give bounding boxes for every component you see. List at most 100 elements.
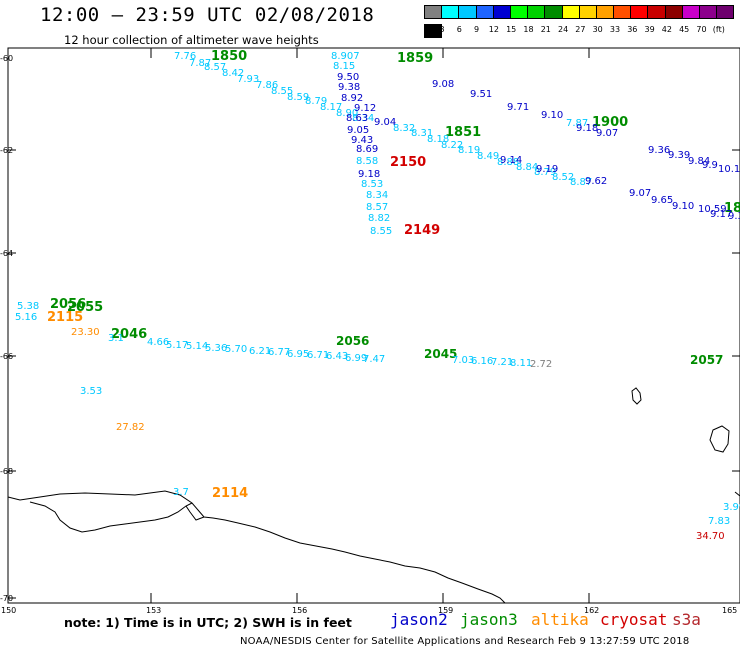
color-scale-ticks: 3 6 9 12 15 18 21 24 27 30 33 36 39 42 45 70 (ft) [424, 25, 740, 39]
wave-height-label: 9.36 [648, 145, 671, 156]
time-label: 2055 [67, 300, 104, 315]
wave-height-label: 7.83 [708, 516, 731, 527]
wave-height-label: 8.55 [271, 86, 294, 97]
wave-height-label: 8.87 [570, 177, 593, 188]
wave-height-label: 9.18 [576, 123, 599, 134]
map-title: 12:00 – 23:59 UTC 02/08/2018 [40, 4, 375, 26]
time-label: 1850 [211, 49, 248, 64]
scale-tick-label: 42 [661, 25, 672, 34]
wave-height-label: 5.70 [225, 344, 248, 355]
wave-height-label: 3.1 [108, 333, 124, 344]
legend-cryosat: cryosat [600, 610, 668, 629]
wave-height-label: 8.52 [552, 172, 575, 183]
wave-height-label: 9.50 [337, 72, 360, 83]
wave-height-label: 8.69 [356, 144, 379, 155]
wave-height-label: 8.53 [361, 179, 384, 190]
wave-height-label: 9.9 [702, 160, 718, 171]
wave-height-label: 8.84 [516, 162, 539, 173]
wave-height-label: 6.99 [345, 353, 368, 364]
scale-tick-label: 18 [523, 25, 534, 34]
scale-tick-label: 3 [439, 25, 445, 34]
wave-height-label: 8.18 [427, 134, 450, 145]
wave-height-label: 8.79 [305, 96, 328, 107]
wave-height-label: 6.16 [471, 356, 494, 367]
wave-height-label: 9.12 [354, 103, 377, 114]
footer-credit: NOAA/NESDIS Center for Satellite Applica… [240, 636, 690, 647]
antarctic-coast [7, 490, 506, 604]
note-text: note: 1) Time is in UTC; 2) SWH is in fe… [64, 615, 352, 630]
lon-label: 165 [722, 606, 738, 615]
wave-height-label: 8.31 [411, 128, 434, 139]
coast-bay [185, 505, 205, 521]
wave-height-label: 6.43 [326, 351, 349, 362]
wave-height-label: 6.21 [249, 346, 272, 357]
lat-label: -66 [0, 352, 14, 361]
legend-s3a: s3a [672, 610, 701, 629]
wave-height-label: 7.93 [237, 74, 260, 85]
scale-tick-label: 9 [474, 25, 480, 34]
scale-swatch [716, 5, 735, 19]
wave-height-label: 27.82 [116, 422, 145, 433]
wave-height-label: 8.11 [510, 358, 533, 369]
wave-height-label: 5.38 [17, 301, 40, 312]
wave-height-label: 8.55 [370, 226, 393, 237]
wave-height-label: 8.57 [204, 62, 227, 73]
wave-height-label: 5.14 [186, 341, 209, 352]
scale-tick-label: 15 [506, 25, 517, 34]
coast-east [734, 491, 740, 497]
wave-height-label: 34.70 [696, 531, 725, 542]
scale-tick-label: 12 [488, 25, 499, 34]
wave-height-label: 3.53 [80, 386, 103, 397]
wave-height-label: 8.34 [366, 190, 389, 201]
wave-height-label: 8.63 [346, 113, 369, 124]
wave-height-label: 8.49 [477, 151, 500, 162]
wave-height-label: 8.59 [287, 92, 310, 103]
wave-height-label: 9.65 [651, 195, 674, 206]
wave-height-label: 7.76 [174, 51, 197, 62]
wave-height-label: 5.16 [15, 312, 38, 323]
wave-height-label: 6.95 [287, 349, 310, 360]
time-label: 18 [724, 201, 740, 216]
scale-swatch [424, 24, 443, 38]
wave-height-label: 9.39 [668, 150, 691, 161]
wave-height-label: 8.34 [352, 113, 375, 124]
wave-height-label: 7.86 [256, 80, 279, 91]
wave-height-label: 7.21 [491, 357, 514, 368]
island-1 [631, 387, 642, 405]
wave-height-label: 9.07 [596, 128, 619, 139]
wave-height-label: 10.59 [698, 204, 727, 215]
time-label: 2045 [424, 347, 458, 361]
scale-tick-label: 39 [644, 25, 655, 34]
wave-height-label: 6.77 [268, 347, 291, 358]
lat-grid [8, 48, 740, 603]
time-label: 2056 [50, 297, 87, 312]
wave-height-label: 8.57 [366, 202, 389, 213]
scale-tick-label: 24 [558, 25, 569, 34]
scale-tick-label: 36 [627, 25, 638, 34]
wave-height-label: 3.99 [723, 502, 740, 513]
time-label: 2114 [212, 486, 249, 501]
color-scale-bar [424, 5, 740, 43]
scale-tick-label: 70 [696, 25, 707, 34]
lon-label: 159 [438, 606, 454, 615]
wave-height-label: 9.18 [358, 169, 381, 180]
wave-height-label: 7.87 [189, 58, 212, 69]
wave-height-label: 8.22 [441, 140, 464, 151]
wave-height-label: 9.04 [374, 117, 397, 128]
wave-height-label: 7.03 [452, 355, 475, 366]
wave-height-label: 3.7 [173, 487, 189, 498]
time-label: 2115 [47, 310, 84, 325]
wave-height-label: 9.71 [507, 102, 530, 113]
time-label: 2056 [336, 334, 370, 348]
wave-height-label: 7.47 [363, 354, 386, 365]
wave-height-label: 4.66 [147, 337, 170, 348]
coast-inlet [29, 501, 193, 533]
wave-height-label: 9.07 [629, 188, 652, 199]
time-label: 1859 [397, 51, 434, 66]
lat-label: -70 [0, 594, 14, 603]
coastline [7, 387, 740, 604]
legend-jason3: jason3 [460, 610, 518, 629]
scale-tick-label: 21 [540, 25, 551, 34]
wave-height-label: 9.51 [470, 89, 493, 100]
scale-tick-label: 45 [679, 25, 690, 34]
